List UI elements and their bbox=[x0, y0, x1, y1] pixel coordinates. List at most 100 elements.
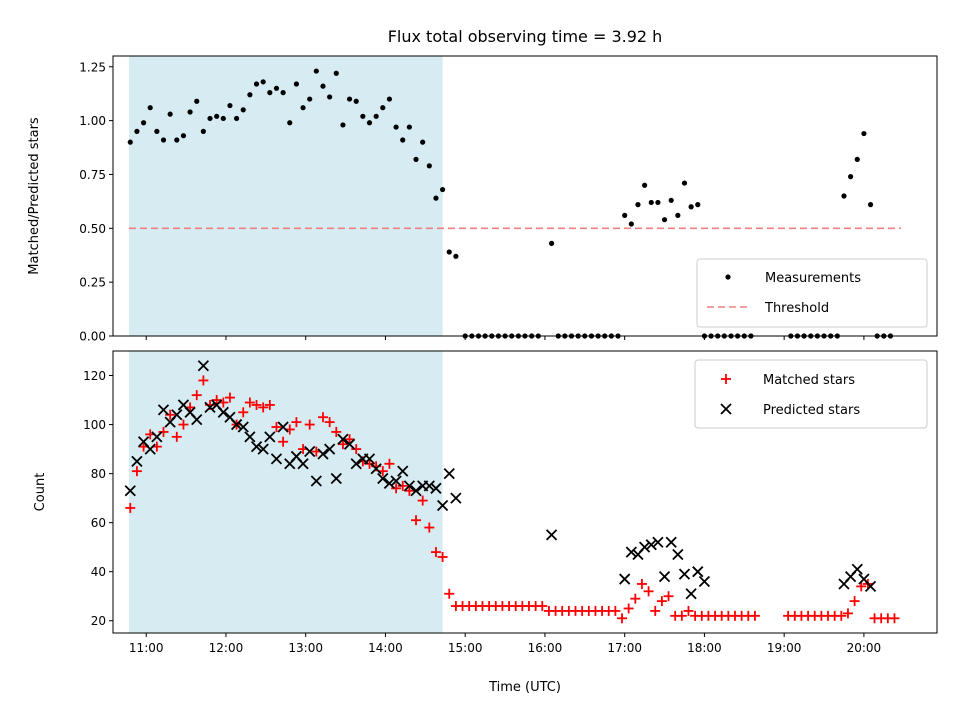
predicted-point-b bbox=[237, 421, 249, 433]
x-tick-label: 11:00 bbox=[129, 641, 164, 655]
matched-point bbox=[278, 436, 289, 447]
predicted-point-b bbox=[323, 443, 336, 455]
measurement-point bbox=[353, 98, 359, 104]
matched-point bbox=[676, 610, 687, 621]
x-tick-label: 12:00 bbox=[209, 641, 244, 655]
predicted-point bbox=[191, 414, 203, 426]
predicted-point bbox=[436, 499, 449, 512]
predicted-point-b bbox=[257, 443, 269, 455]
measurement-point bbox=[446, 249, 452, 255]
predicted-point-b bbox=[310, 475, 322, 487]
measurement-point bbox=[400, 137, 406, 143]
measurement-point bbox=[253, 81, 260, 87]
predicted-point bbox=[277, 421, 289, 433]
measurement-point bbox=[174, 137, 180, 143]
predicted-point-b bbox=[619, 573, 631, 585]
measurement-point bbox=[147, 105, 153, 111]
matched-point bbox=[444, 588, 455, 599]
predicted-point-b bbox=[397, 465, 409, 477]
matched-point bbox=[849, 596, 860, 607]
measurement-point bbox=[386, 96, 393, 102]
predicted-point-b bbox=[330, 472, 342, 485]
measurement-point bbox=[675, 212, 681, 218]
x-tick-label: 19:00 bbox=[767, 641, 802, 655]
measurement-point bbox=[260, 79, 266, 85]
matched-point bbox=[424, 522, 435, 533]
matched-point bbox=[131, 466, 142, 477]
top-y-tick-label: 0.75 bbox=[79, 168, 106, 182]
predicted-point-b bbox=[625, 546, 637, 558]
legend-matched-marker bbox=[721, 374, 731, 384]
predicted-point bbox=[244, 431, 256, 443]
matched-point bbox=[324, 417, 335, 428]
predicted-point bbox=[450, 492, 462, 504]
predicted-point-b bbox=[436, 499, 449, 512]
legend-predicted-marker bbox=[720, 403, 732, 415]
measurement-point bbox=[661, 217, 668, 223]
measurement-point bbox=[127, 139, 133, 145]
top-legend: Measurements Threshold bbox=[696, 258, 928, 328]
bottom-y-axis-label: Count bbox=[33, 473, 48, 512]
measurement-point bbox=[180, 133, 187, 139]
matched-point bbox=[158, 426, 169, 437]
matched-point bbox=[191, 390, 202, 401]
measurement-point bbox=[406, 124, 412, 130]
predicted-point-b bbox=[443, 467, 455, 480]
predicted-point-b bbox=[665, 536, 677, 548]
top-y-axis-label: Matched/Predicted stars bbox=[27, 117, 42, 275]
matched-point bbox=[198, 375, 209, 386]
matched-point bbox=[656, 596, 667, 607]
matched-point bbox=[663, 591, 674, 602]
top-legend-box bbox=[696, 258, 928, 328]
measurement-point bbox=[426, 163, 432, 169]
predicted-point bbox=[124, 485, 136, 497]
predicted-point bbox=[350, 458, 362, 470]
measurement-point bbox=[380, 105, 386, 111]
bottom-y-tick-label: 40 bbox=[91, 565, 106, 579]
x-tick-label: 14:00 bbox=[368, 641, 403, 655]
measurement-point bbox=[695, 202, 701, 208]
predicted-point-b bbox=[217, 406, 229, 418]
bottom-y-tick-label: 20 bbox=[91, 614, 106, 628]
matched-point bbox=[165, 409, 176, 420]
predicted-point-b bbox=[685, 588, 697, 600]
x-tick-label: 15:00 bbox=[448, 641, 483, 655]
matched-point bbox=[417, 495, 428, 506]
predicted-point bbox=[698, 575, 711, 588]
predicted-point-b bbox=[137, 436, 150, 448]
predicted-point bbox=[383, 477, 396, 490]
predicted-point bbox=[323, 443, 336, 455]
predicted-point-b bbox=[157, 404, 170, 416]
matched-point bbox=[889, 613, 900, 624]
measurement-point bbox=[681, 180, 688, 186]
measurement-point bbox=[366, 120, 373, 126]
measurement-point bbox=[320, 83, 326, 89]
predicted-point bbox=[264, 431, 276, 443]
top-y-tick-label: 0.00 bbox=[79, 330, 106, 344]
matched-point bbox=[630, 593, 641, 604]
measurement-point bbox=[313, 68, 319, 74]
legend-measurements-label: Measurements bbox=[765, 271, 861, 286]
matched-point bbox=[636, 578, 647, 589]
bottom-y-tick-label: 60 bbox=[91, 516, 106, 530]
predicted-point-b bbox=[297, 458, 309, 470]
predicted-point-b bbox=[645, 539, 657, 551]
predicted-point-b bbox=[450, 492, 462, 504]
matched-point bbox=[291, 417, 302, 428]
predicted-point bbox=[197, 360, 210, 372]
top-y-tick-label: 1.00 bbox=[79, 114, 106, 128]
predicted-point-b bbox=[383, 477, 396, 490]
bottom-axes-frame bbox=[112, 350, 938, 634]
matched-point bbox=[749, 610, 760, 621]
chart-title: Flux total observing time = 3.92 h bbox=[388, 27, 663, 46]
predicted-point-b bbox=[250, 440, 263, 453]
predicted-point bbox=[658, 570, 671, 583]
predicted-point-b bbox=[224, 411, 236, 423]
predicted-point bbox=[443, 467, 455, 480]
top-y-tick-label: 0.50 bbox=[79, 222, 106, 236]
predicted-point-b bbox=[337, 433, 349, 445]
matched-point bbox=[856, 581, 867, 592]
predicted-point bbox=[270, 453, 283, 465]
predicted-point-b bbox=[672, 548, 684, 561]
